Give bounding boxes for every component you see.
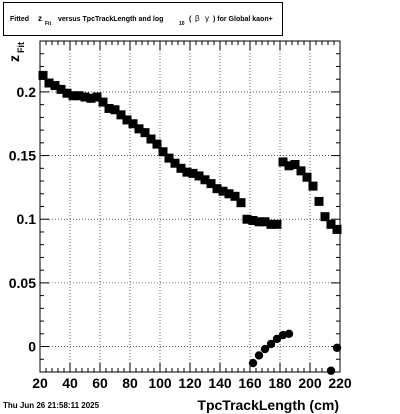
title-text-for-global-kaon: ) for Global kaon+ bbox=[213, 16, 273, 23]
y-tick-label: 0.15 bbox=[9, 148, 36, 164]
y-axis-title-subscript: Fit bbox=[16, 42, 26, 53]
title-gamma-symbol: γ bbox=[205, 14, 209, 23]
y-tick-label: 0.2 bbox=[17, 84, 37, 100]
data-point-square bbox=[320, 212, 330, 222]
x-tick-label: 80 bbox=[122, 375, 138, 391]
data-point-square bbox=[308, 181, 318, 191]
data-point-square bbox=[140, 128, 150, 138]
x-tick-label: 20 bbox=[32, 375, 48, 391]
title-paren-open: ( bbox=[189, 16, 192, 23]
data-point-square bbox=[56, 84, 66, 94]
data-point-square bbox=[254, 217, 264, 227]
data-point-square bbox=[326, 219, 336, 229]
x-tick-label: 180 bbox=[268, 375, 292, 391]
data-point-circle bbox=[284, 329, 294, 339]
axis-tick-labels: 20 40 60 80 100 120 140 160 180 200 220 0 0.05 0.1 0.1… bbox=[9, 84, 352, 391]
title-z: z bbox=[38, 14, 42, 23]
data-point-square bbox=[314, 196, 324, 206]
data-point-square bbox=[260, 217, 270, 227]
data-point-square bbox=[170, 158, 180, 168]
y-tick-label: 0 bbox=[28, 339, 36, 355]
data-point-square bbox=[110, 105, 120, 115]
data-point-square bbox=[80, 92, 90, 102]
data-point-square bbox=[284, 161, 294, 171]
x-tick-label: 200 bbox=[298, 375, 322, 391]
data-point-square bbox=[164, 153, 174, 163]
data-point-square bbox=[278, 157, 288, 167]
title-beta-symbol: β bbox=[195, 14, 200, 23]
title-log-subscript: 10 bbox=[179, 21, 185, 27]
data-point-square bbox=[206, 179, 216, 189]
x-tick-label: 40 bbox=[62, 375, 78, 391]
data-point-square bbox=[302, 172, 312, 182]
x-tick-label: 220 bbox=[328, 375, 352, 391]
data-point-square bbox=[290, 159, 300, 169]
chart-grid bbox=[39, 41, 341, 372]
data-point-circle bbox=[272, 334, 282, 344]
data-point-square bbox=[248, 216, 258, 226]
data-point-square bbox=[176, 163, 186, 173]
data-point-square bbox=[296, 166, 306, 176]
title-text-versus: versus TpcTrackLength and log bbox=[58, 16, 164, 23]
data-point-square bbox=[134, 124, 144, 134]
data-point-square bbox=[146, 134, 156, 144]
data-point-square bbox=[218, 186, 228, 196]
data-point-square bbox=[158, 147, 168, 157]
x-tick-label: 140 bbox=[208, 375, 232, 391]
y-tick-label: 0.1 bbox=[17, 211, 37, 227]
data-point-square bbox=[62, 88, 72, 98]
data-point-square bbox=[224, 189, 234, 199]
data-point-square bbox=[104, 103, 114, 113]
data-point-circle bbox=[326, 366, 336, 375]
data-point-square bbox=[122, 115, 132, 125]
data-point-square bbox=[332, 224, 342, 234]
data-points bbox=[38, 70, 342, 375]
x-tick-label: 120 bbox=[178, 375, 202, 391]
data-point-square bbox=[74, 91, 84, 101]
data-point-circle bbox=[248, 358, 258, 368]
data-point-square bbox=[92, 92, 102, 102]
y-axis-title: z Fit bbox=[6, 42, 26, 62]
data-point-square bbox=[50, 81, 60, 91]
data-point-square bbox=[194, 171, 204, 181]
data-point-square bbox=[200, 175, 210, 185]
footer-timestamp: Thu Jun 26 21:58:11 2025 bbox=[3, 401, 100, 410]
data-point-square bbox=[236, 198, 246, 208]
data-point-square bbox=[116, 110, 126, 120]
data-point-square bbox=[68, 91, 78, 101]
data-point-circle bbox=[254, 351, 264, 360]
chart-title-box: Fitted z Fit versus TpcTrackLength and l… bbox=[3, 2, 283, 36]
data-point-square bbox=[44, 78, 54, 88]
data-point-circle bbox=[260, 344, 270, 354]
data-point-square bbox=[98, 97, 108, 107]
data-point-square bbox=[242, 214, 252, 224]
data-point-circle bbox=[266, 339, 276, 349]
data-point-square bbox=[152, 139, 162, 149]
data-point-circle bbox=[332, 343, 342, 353]
x-axis-title: TpcTrackLength (cm) bbox=[197, 397, 339, 413]
data-point-square bbox=[266, 219, 276, 229]
title-z-subscript: Fit bbox=[45, 21, 52, 27]
data-point-square bbox=[230, 191, 240, 201]
x-tick-label: 160 bbox=[238, 375, 262, 391]
x-tick-label: 60 bbox=[92, 375, 108, 391]
x-tick-label: 100 bbox=[148, 375, 172, 391]
data-point-square bbox=[128, 119, 138, 129]
y-tick-label: 0.05 bbox=[9, 275, 36, 291]
title-text-fitted: Fitted bbox=[10, 16, 30, 23]
data-point-square bbox=[86, 93, 96, 103]
y-axis-title-z: z bbox=[6, 55, 22, 62]
data-point-square bbox=[212, 184, 222, 194]
data-point-square bbox=[272, 219, 282, 229]
data-point-square bbox=[38, 70, 48, 80]
data-point-square bbox=[188, 168, 198, 178]
data-point-square bbox=[182, 167, 192, 177]
